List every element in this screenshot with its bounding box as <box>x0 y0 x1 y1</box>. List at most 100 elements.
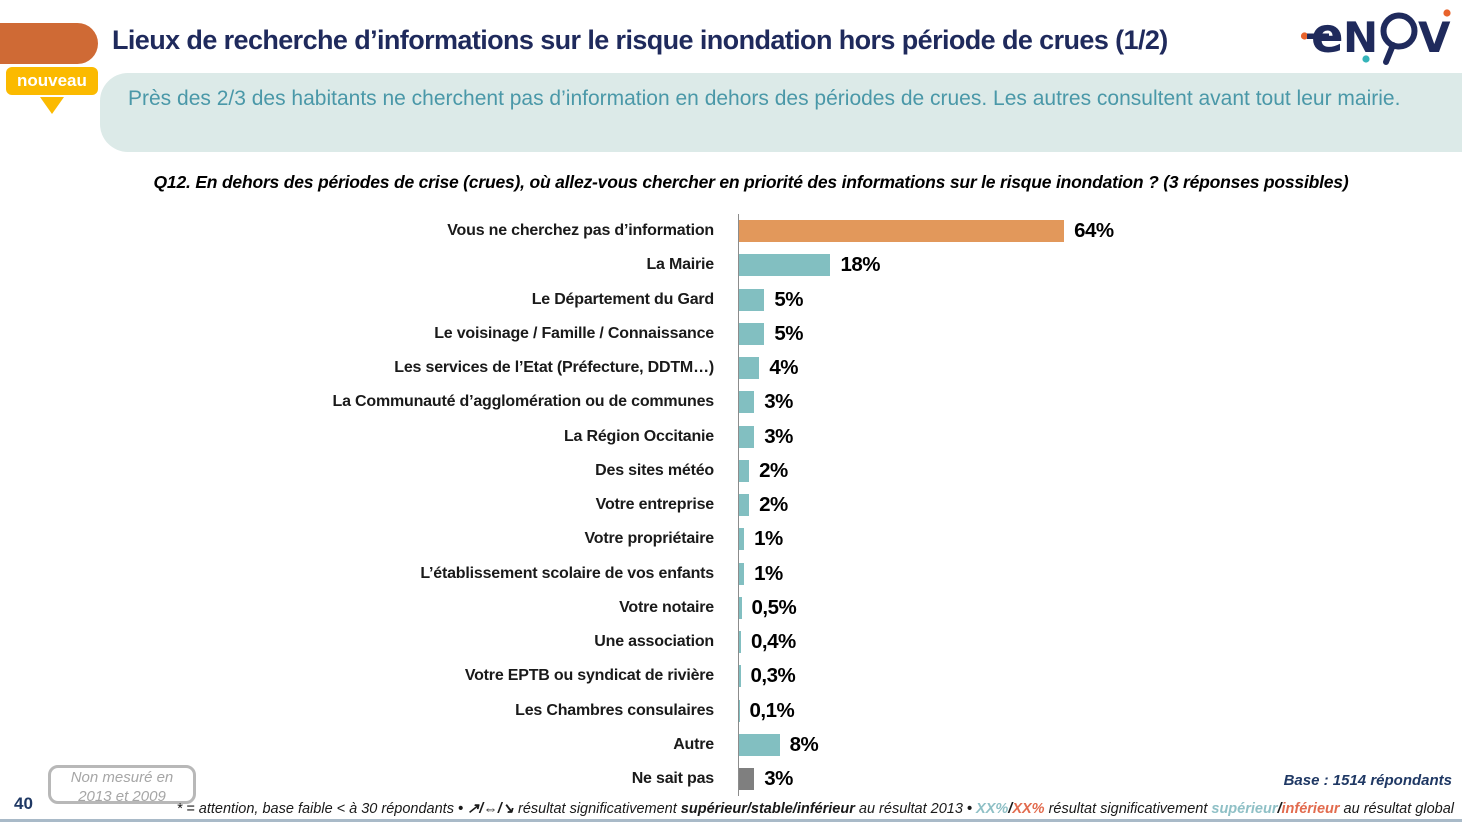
bar <box>739 425 755 448</box>
bar <box>739 254 831 277</box>
bar-track: 18% <box>738 248 1462 283</box>
chart-row: Le voisinage / Famille / Connaissance 5% <box>0 316 1462 351</box>
bar <box>739 596 742 619</box>
chart-row: Votre entreprise 2% <box>0 488 1462 523</box>
bar-value: 5% <box>774 321 804 345</box>
chart-row: Les services de l’Etat (Préfecture, DDTM… <box>0 351 1462 386</box>
bar-value: 64% <box>1074 219 1114 243</box>
bar-value: 3% <box>764 424 793 448</box>
chart-row: La Région Occitanie 3% <box>0 419 1462 454</box>
bar-label: Les Chambres consulaires <box>515 701 714 719</box>
bar-value: 0,1% <box>749 698 795 722</box>
legend-bullet2: • <box>966 801 977 817</box>
legend-xx-superior: XX% <box>976 801 1009 817</box>
legend-bold-words: supérieur/stable/inférieur <box>680 801 855 817</box>
legend-part1: * = attention, base faible < à 30 répond… <box>176 801 458 817</box>
bar-track: 1% <box>738 556 1462 591</box>
bar <box>739 220 1065 243</box>
chart-row: Vous ne cherchez pas d’information 64% <box>0 214 1462 249</box>
chart-row: Les Chambres consulaires 0,1% <box>0 693 1462 728</box>
bar-label: L’établissement scolaire de vos enfants <box>420 564 714 582</box>
enov-logo: e N V <box>1300 8 1451 65</box>
logo-magnifier-handle <box>1383 42 1396 65</box>
bar-label: Des sites météo <box>595 461 714 479</box>
bar-label: Vous ne cherchez pas d’information <box>447 222 714 240</box>
logo-orange-dot-left <box>1300 32 1309 40</box>
nouveau-badge-tail <box>40 97 64 114</box>
bar-label: Une association <box>594 633 714 651</box>
legend-arrows: ↗/⇔/↘ <box>467 801 514 817</box>
legend-xx-inferior: XX% <box>1012 801 1045 817</box>
bar <box>739 459 750 482</box>
bar <box>739 494 750 517</box>
bar-label: Autre <box>673 735 714 753</box>
summary-box: Près des 2/3 des habitants ne cherchent … <box>100 73 1462 152</box>
bar <box>739 357 760 380</box>
bar-track: 8% <box>738 727 1462 762</box>
bar-track: 0,1% <box>738 693 1462 728</box>
bar-label: Ne sait pas <box>631 770 714 788</box>
legend-part5: au résultat global <box>1339 801 1454 817</box>
bar-value: 2% <box>759 458 788 482</box>
chart-row: L’établissement scolaire de vos enfants 1… <box>0 556 1462 591</box>
bar-value: 3% <box>764 390 793 414</box>
nouveau-badge: nouveau <box>6 67 98 95</box>
bar <box>739 768 755 791</box>
bar <box>739 631 742 654</box>
legend-part2: résultat significativement <box>513 801 681 817</box>
logo-orange-dot-right <box>1443 9 1451 17</box>
bar-value: 18% <box>840 253 880 277</box>
bar-track: 2% <box>738 488 1462 523</box>
bar-label: Votre propriétaire <box>584 530 715 548</box>
bar-value: 5% <box>774 287 804 311</box>
bar-value: 2% <box>759 493 788 517</box>
legend-slash1: / <box>1008 801 1013 817</box>
logo-letter-n: N <box>1343 13 1378 62</box>
bar <box>739 562 745 585</box>
not-measured-note-box: Non mesuré en 2013 et 2009 <box>48 765 196 805</box>
bar <box>739 528 745 551</box>
bar <box>739 288 765 311</box>
bar-label: Votre entreprise <box>595 496 715 514</box>
bar-track: 1% <box>738 522 1462 557</box>
summary-text: Près des 2/3 des habitants ne cherchent … <box>128 87 1401 110</box>
legend-slash2: / <box>1277 801 1282 817</box>
legend-part4: résultat significativement <box>1044 801 1212 817</box>
bar <box>739 391 755 414</box>
bar-label: La Mairie <box>646 256 714 274</box>
bar-label: Votre notaire <box>619 598 714 616</box>
header-accent-tab <box>0 23 98 64</box>
bar-label: La Communauté d’agglomération ou de comm… <box>332 393 715 411</box>
bar-track: 5% <box>738 282 1462 317</box>
logo-e-crossbar <box>1307 33 1329 39</box>
logo-teal-dot <box>1362 55 1370 63</box>
chart-row: Votre propriétaire 1% <box>0 522 1462 557</box>
footnote-legend: * = attention, base faible < à 30 répond… <box>177 801 1454 817</box>
chart-row: Votre EPTB ou syndicat de rivière 0,3% <box>0 659 1462 694</box>
chart-row: Une association 0,4% <box>0 625 1462 660</box>
bar-track: 3% <box>738 762 1462 797</box>
chart-row: Autre 8% <box>0 727 1462 762</box>
logo-letter-v: V <box>1418 13 1451 62</box>
bar <box>739 733 780 756</box>
bar-value: 1% <box>754 561 783 585</box>
bar <box>739 322 765 345</box>
bar-value: 0,5% <box>751 595 797 619</box>
bar-label: Les services de l’Etat (Préfecture, DDTM… <box>394 359 714 377</box>
bar-track: 2% <box>738 453 1462 488</box>
bar-value: 1% <box>754 527 783 551</box>
bar-track: 0,4% <box>738 625 1462 660</box>
bar <box>739 699 740 722</box>
bar-label: Le Département du Gard <box>531 290 715 308</box>
bar-value: 0,3% <box>750 664 796 688</box>
legend-inferior-word: inférieur <box>1281 801 1340 817</box>
logo-magnifier-icon <box>1380 12 1418 50</box>
base-respondents-note: Base : 1514 répondants <box>1283 772 1452 789</box>
bar-value: 8% <box>789 732 819 756</box>
page-number: 40 <box>14 794 33 813</box>
legend-superior-word: supérieur <box>1211 801 1278 817</box>
legend-bullet: • <box>458 801 468 817</box>
legend-part3: au résultat 2013 <box>854 801 967 817</box>
bar-value: 4% <box>769 356 798 380</box>
chart-row: La Mairie 18% <box>0 248 1462 283</box>
